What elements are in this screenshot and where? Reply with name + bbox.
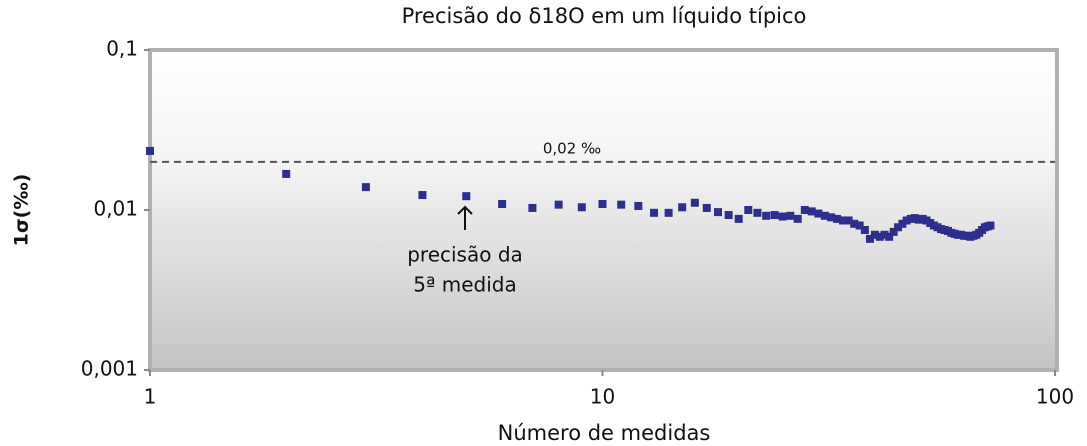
y-tick-label: 0,01 <box>93 197 138 221</box>
plot-area <box>148 48 1059 372</box>
data-point <box>827 213 836 222</box>
y-tick-label: 0,001 <box>81 357 138 381</box>
data-point <box>734 214 743 223</box>
annotation-arrow <box>457 205 473 230</box>
data-point <box>753 208 762 217</box>
annotation: precisão da <box>407 243 523 267</box>
y-tick-label: 0,1 <box>106 37 138 61</box>
data-point <box>838 216 847 225</box>
data-point <box>898 219 907 228</box>
x-tick-label: 1 <box>144 385 157 409</box>
data-point <box>865 234 874 243</box>
data-point <box>875 232 884 241</box>
data-point <box>850 219 859 228</box>
data-point <box>617 200 626 209</box>
data-point <box>714 208 723 217</box>
annotation: 5ª medida <box>413 273 517 297</box>
data-point <box>462 192 471 201</box>
data-point <box>528 203 537 212</box>
data-point <box>577 203 586 212</box>
data-point <box>498 200 507 209</box>
data-point <box>690 198 699 207</box>
data-point <box>855 221 864 230</box>
data-point <box>860 225 869 234</box>
data-point <box>650 208 659 217</box>
data-point <box>634 201 643 210</box>
data-point <box>880 230 889 239</box>
data-point <box>870 230 879 239</box>
data-point <box>762 211 771 220</box>
y-axis-label: 1σ(‰) <box>11 174 33 247</box>
data-point <box>598 200 607 209</box>
x-axis-label: Número de medidas <box>498 421 711 445</box>
data-point <box>744 206 753 214</box>
data-point <box>844 216 853 225</box>
data-point <box>664 208 673 217</box>
data-point <box>678 203 687 212</box>
data-point <box>820 211 829 220</box>
data-point <box>807 207 816 216</box>
data-point <box>282 169 291 178</box>
data-point <box>885 232 894 241</box>
x-tick-label: 10 <box>590 385 615 409</box>
data-point <box>894 223 903 232</box>
data-point <box>889 227 898 236</box>
data-point <box>906 214 915 223</box>
data-point <box>814 209 823 218</box>
data-point <box>778 212 787 221</box>
data-point <box>702 203 711 212</box>
reference-label: 0,02 ‰ <box>543 139 601 157</box>
data-point <box>146 146 154 155</box>
data-point <box>724 211 733 220</box>
data-point <box>786 211 795 220</box>
chart-title: Precisão do δ18O em um líquido típico <box>402 4 807 28</box>
data-point <box>418 191 427 200</box>
data-point <box>902 216 911 225</box>
data-point <box>986 221 995 230</box>
x-tick-label: 100 <box>1036 385 1074 409</box>
data-point <box>554 200 563 209</box>
data-point <box>770 211 779 220</box>
data-point <box>833 214 842 223</box>
data-point <box>800 206 809 214</box>
data-point <box>793 214 802 223</box>
data-point <box>361 183 370 192</box>
